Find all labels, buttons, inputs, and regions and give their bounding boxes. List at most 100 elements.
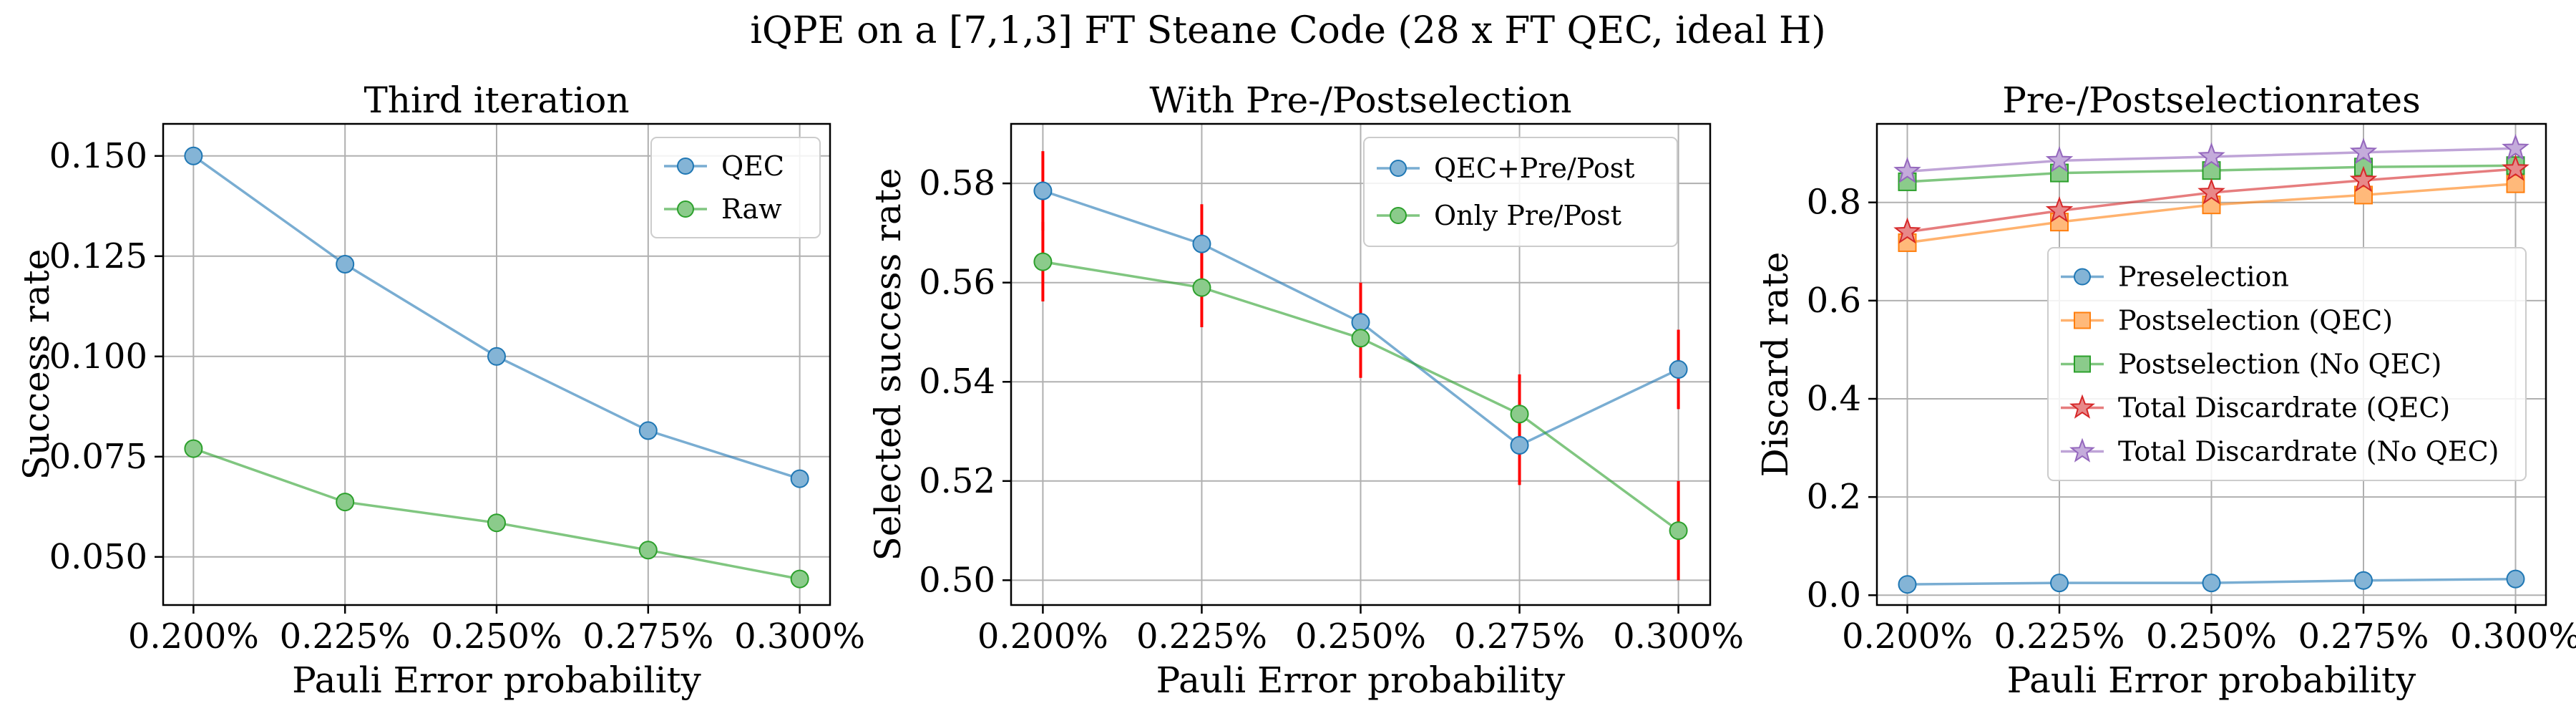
data-point [2349,137,2378,165]
data-point [1351,329,1370,348]
panel-pre-postselection: 0.200% 0.225% 0.250% 0.275% 0.300% 0.50 0.52 0.… [867,79,1744,701]
y-tick-label: 0.4 [1807,379,1861,419]
x-tick-label: 0.250% [1295,616,1426,657]
data-point [2197,178,2225,205]
legend-label: Total Discardrate (QEC) [2118,392,2450,424]
x-tick-label: 0.200% [977,616,1108,657]
data-point [790,569,809,589]
y-tick-label: 0.2 [1807,477,1861,517]
x-tick-label: 0.275% [582,616,713,657]
data-point [2202,574,2221,593]
data-point [1033,252,1053,271]
legend-marker [2069,394,2095,419]
y-axis-label: Success rate [16,249,57,480]
x-tick-label: 0.225% [280,616,411,657]
y-tick-label: 0.56 [919,263,995,303]
data-point [2045,146,2074,173]
data-point [2197,142,2225,169]
legend-label: Postselection (No QEC) [2118,349,2441,380]
y-tick-label: 0.0 [1807,575,1861,615]
data-point [1669,359,1688,379]
data-point [487,347,506,366]
legend-marker [1390,207,1407,224]
data-point [1898,575,1917,594]
legend-marker [1390,160,1407,177]
y-tick-label: 0.50 [919,560,995,600]
y-axis-label: Discard rate [1755,252,1796,478]
legend-label: Only Pre/Post [1434,200,1621,231]
data-point [2045,196,2074,223]
data-point [1669,521,1688,541]
x-tick-label: 0.300% [1613,616,1744,657]
legend-label: Raw [721,193,782,225]
data-point [2349,165,2378,193]
data-point [2354,571,2373,590]
legend-marker [2074,268,2091,286]
x-axis-label: Pauli Error probability [2007,659,2416,701]
legend-label: Postselection (QEC) [2118,305,2393,337]
x-tick-label: 0.225% [1994,616,2124,657]
data-point [1192,234,1211,253]
data-point [1192,278,1211,297]
legend-marker [2074,355,2091,373]
legend-label: QEC [721,150,784,182]
data-point [184,439,203,458]
x-tick-label: 0.300% [734,616,865,657]
legend-box [1363,137,1678,247]
x-tick-label: 0.275% [1454,616,1585,657]
data-point [336,493,355,512]
x-tick-label: 0.200% [1842,616,1973,657]
data-point [2506,569,2525,589]
data-point [336,255,355,274]
data-point [790,469,809,488]
data-point [2050,574,2069,593]
y-tick-label: 0.54 [919,362,995,402]
panel-title: Third iteration [364,79,629,121]
data-point [184,146,203,165]
x-tick-label: 0.225% [1136,616,1267,657]
x-axis-label: Pauli Error probability [292,659,701,701]
y-axis-label: Selected success rate [867,168,909,561]
y-tick-label: 0.58 [919,163,995,203]
legend-marker [2074,311,2091,329]
x-tick-label: 0.250% [2146,616,2277,657]
y-tick-label: 0.075 [49,437,147,477]
data-point [638,421,658,440]
data-point [638,541,658,560]
figure-suptitle: iQPE on a [7,1,3] FT Steane Code (28 x F… [750,9,1825,52]
y-tick-label: 0.8 [1807,183,1861,223]
legend-label: Preselection [2118,261,2289,293]
data-point [1351,313,1370,332]
y-tick-label: 0.100 [49,337,147,377]
data-point [1033,181,1053,200]
x-tick-label: 0.250% [431,616,562,657]
legend-marker [677,200,694,218]
data-point [487,513,506,533]
x-axis-label: Pauli Error probability [1156,659,1566,701]
legend-box [2047,247,2527,481]
x-tick-label: 0.300% [2450,616,2576,657]
legend-marker [2069,437,2095,463]
y-tick-label: 0.6 [1807,281,1861,321]
legend-label: QEC+Pre/Post [1434,153,1635,184]
legend-label: Total Discardrate (No QEC) [2118,436,2499,468]
panel-third-iteration: 0.200% 0.225% 0.250% 0.275% 0.300% 0.050 0.075… [16,79,865,701]
legend-marker [677,158,694,175]
data-point [2502,133,2529,160]
x-tick-label: 0.275% [2298,616,2429,657]
data-point [1510,435,1529,455]
panel-title: Pre-/Postselectionrates [2002,79,2421,121]
y-tick-label: 0.125 [49,236,147,276]
panel-title: With Pre-/Postselection [1149,79,1571,121]
data-point [1893,217,1921,244]
y-tick-label: 0.050 [49,537,147,577]
y-tick-label: 0.150 [49,136,147,176]
data-point [1510,405,1529,424]
data-point [2502,154,2529,181]
data-point [1893,157,1921,183]
panel-discard-rates: 0.200% 0.225% 0.250% 0.275% 0.300% 0.0 0.2 0.4 0… [1755,79,2576,701]
legend-box [650,137,821,238]
y-tick-label: 0.52 [919,461,995,501]
x-tick-label: 0.200% [128,616,259,657]
